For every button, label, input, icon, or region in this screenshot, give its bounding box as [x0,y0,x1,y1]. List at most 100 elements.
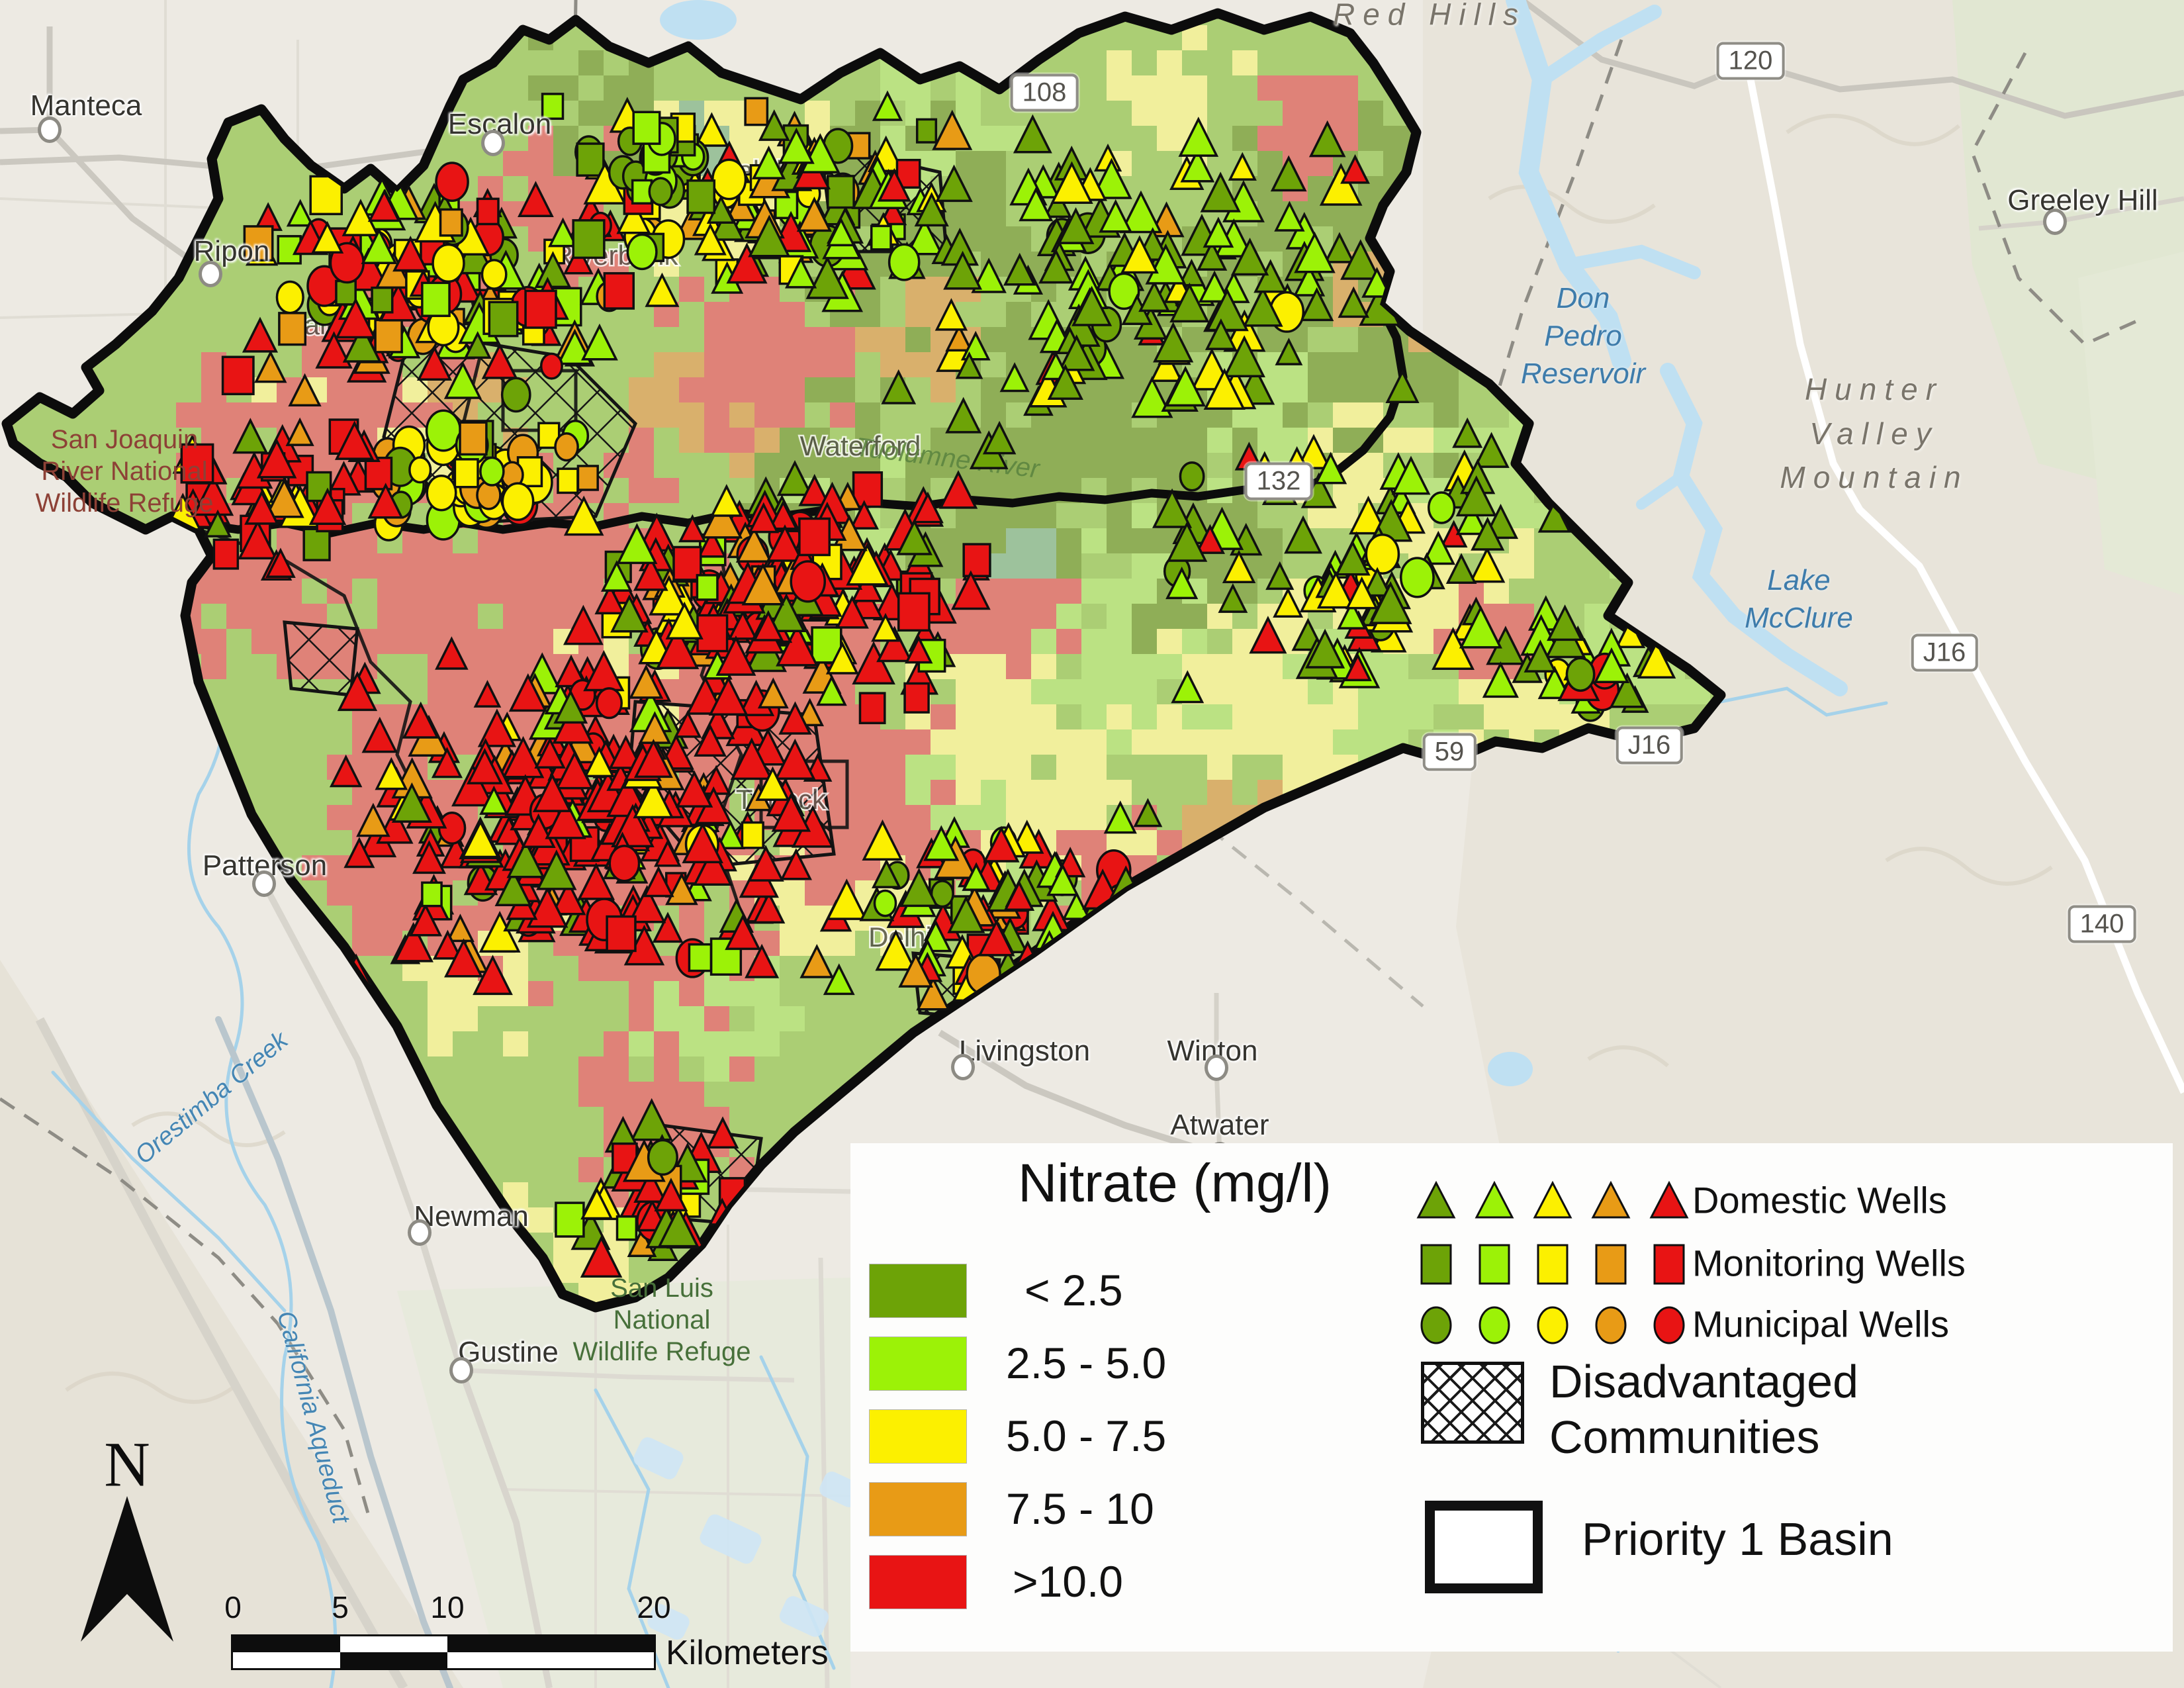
domestic-well-marker [649,575,690,616]
domestic-well-marker [877,167,911,202]
domestic-well-marker [412,840,446,874]
domestic-well-marker [1222,549,1256,583]
domestic-well-marker [1205,318,1237,350]
monitoring-well-marker [615,1215,638,1241]
domestic-well-marker [343,837,375,868]
priority-basin-swatch [1425,1501,1543,1593]
domestic-well-marker [335,297,377,339]
domestic-well-marker [1050,161,1093,205]
domestic-well-marker [745,943,780,978]
monitoring-well-marker [439,208,463,237]
domestic-well-marker [1218,583,1248,613]
class-swatch [869,1555,967,1609]
domestic-well-marker [932,109,973,150]
disadvantaged-communities-swatch [1421,1362,1524,1444]
municipal-well-marker [626,233,658,271]
monitoring-well-marker [180,443,214,484]
priority-basin-label: Priority 1 Basin [1582,1513,1893,1565]
domestic-well-marker [473,955,513,996]
well-type-label: Domestic Wells [1692,1179,1947,1221]
domestic-well-marker [798,473,831,506]
north-arrow-icon [81,1496,173,1642]
domestic-well-marker [747,845,784,882]
domestic-well-marker [1120,235,1159,274]
monitoring-well-marker [686,179,716,214]
monitoring-well-marker [278,312,307,346]
domestic-well-marker [563,495,604,536]
monitoring-well-marker [897,592,931,632]
domestic-well-marker [1337,600,1367,630]
domestic-well-marker [1362,567,1392,597]
domestic-well-marker [945,397,982,434]
domestic-well-marker [674,710,702,738]
domestic-well-marker [1197,240,1228,271]
domestic-well-marker [232,418,269,454]
municipal-well-marker [480,259,508,290]
domestic-well-marker [563,244,594,275]
city-dot [449,1357,473,1383]
monitoring-well-marker [421,881,443,908]
class-label: >10.0 [1013,1557,1123,1606]
domestic-well-marker [1319,163,1363,206]
domestic-well-marker [1471,516,1505,551]
domestic-well-marker [778,127,815,164]
municipal-well-marker [500,377,531,413]
city-label: Greeley Hill [2007,184,2158,216]
domestic-well-marker [192,474,234,516]
municipal-well-marker [1399,557,1435,598]
scale-tick: 10 [430,1590,465,1624]
municipal-well-marker [647,1139,678,1176]
domestic-well-marker [555,751,594,790]
domestic-well-marker [1270,155,1307,192]
domestic-well-marker [532,773,572,812]
monitoring-well-marker [212,538,240,570]
circle-icons [1420,1306,1685,1344]
domestic-well-marker [1223,335,1265,377]
domestic-well-marker [1178,117,1219,157]
domestic-well-marker [1171,670,1205,704]
domestic-well-marker [242,316,279,353]
domestic-well-marker [477,708,517,747]
domestic-well-marker [1166,521,1208,562]
domestic-well-marker [555,654,588,688]
domestic-well-marker [1230,237,1269,276]
monitoring-well-marker [606,915,637,953]
domestic-well-marker [432,929,463,960]
domestic-well-marker [1200,171,1241,212]
domestic-well-marker [643,865,674,898]
city-label: Livingston [958,1035,1091,1067]
square-icons [1420,1244,1685,1285]
domestic-well-marker [752,610,784,641]
domestic-well-marker [494,868,532,906]
class-label: 7.5 - 10 [1006,1484,1154,1533]
municipal-well-marker [1179,461,1205,492]
route-shield: 108 [1010,73,1079,112]
legend-title: Nitrate (mg/l) [1018,1153,1332,1213]
terrain-label: Red Hills [1332,0,1527,32]
domestic-well-marker [1273,587,1304,618]
domestic-well-marker [361,228,398,265]
domestic-well-marker [1293,264,1326,297]
municipal-well-marker [1428,491,1456,524]
domestic-well-marker [286,199,314,227]
municipal-well-marker [479,456,505,487]
scale-tick: 5 [332,1590,349,1624]
water-body-label: Lake McClure [1745,563,1853,634]
city-dot [252,870,276,897]
domestic-well-marker [627,885,666,923]
well-markers-layer [163,90,1676,1278]
domestic-well-marker [238,519,278,560]
domestic-well-marker [545,798,586,839]
domestic-well-marker [778,701,812,735]
domestic-well-marker [682,821,723,864]
domestic-well-marker [971,258,1007,293]
city-label: Gustine [458,1336,559,1368]
monitoring-well-marker [696,614,729,653]
domestic-well-marker [1091,158,1132,199]
class-label: 2.5 - 5.0 [1006,1338,1167,1387]
domestic-well-marker [342,323,382,363]
domestic-well-marker [710,206,745,241]
domestic-well-marker [1205,288,1249,332]
domestic-well-marker [446,914,475,943]
